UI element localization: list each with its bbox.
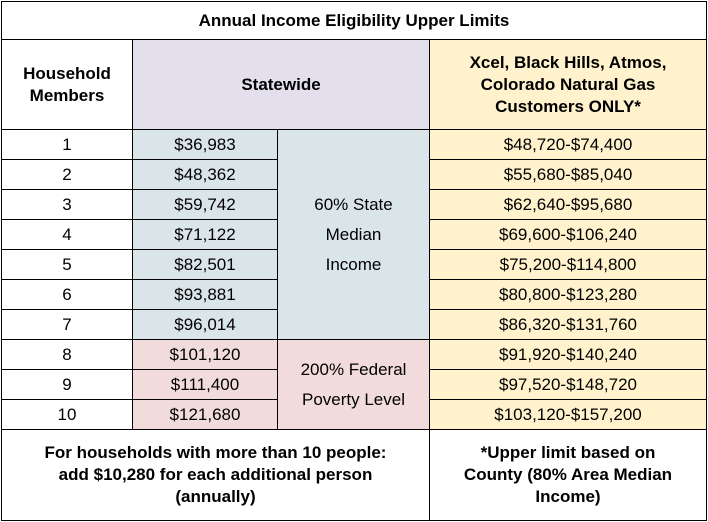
- members-cell: 7: [1, 309, 133, 340]
- statewide-limit-cell: $59,742: [132, 189, 278, 220]
- members-cell: 2: [1, 159, 133, 190]
- members-cell: 5: [1, 249, 133, 280]
- federal-poverty-line2: Poverty Level: [302, 389, 405, 409]
- footnote-left-line3: (annually): [175, 487, 256, 506]
- members-cell: 8: [1, 339, 133, 370]
- utility-header-line2: Colorado Natural Gas: [480, 74, 656, 94]
- footnote-right-line3: Income): [535, 487, 601, 506]
- table-row: 5 $82,501 $75,200-$114,800: [1, 249, 707, 280]
- utility-range-cell: $69,600-$106,240: [429, 219, 707, 250]
- members-cell: 3: [1, 189, 133, 220]
- members-cell: 9: [1, 369, 133, 400]
- footnote-left-line1: For households with more than 10 people:: [44, 443, 387, 462]
- utility-range-cell: $48,720-$74,400: [429, 129, 707, 160]
- members-cell: 1: [1, 129, 133, 160]
- statewide-limit-cell: $48,362: [132, 159, 278, 190]
- members-cell: 4: [1, 219, 133, 250]
- table-title: Annual Income Eligibility Upper Limits: [1, 1, 707, 40]
- statewide-limit-cell: $121,680: [132, 399, 278, 430]
- table-row: 7 $96,014 $86,320-$131,760: [1, 309, 707, 340]
- state-median-line1: 60% State: [314, 194, 393, 214]
- utility-range-cell: $86,320-$131,760: [429, 309, 707, 340]
- table-row: 4 $71,122 $69,600-$106,240: [1, 219, 707, 250]
- statewide-limit-cell: $71,122: [132, 219, 278, 250]
- utility-customers-header: Xcel, Black Hills, Atmos, Colorado Natur…: [429, 39, 707, 130]
- table-row: 6 $93,881 $80,800-$123,280: [1, 279, 707, 310]
- footnote-left-line2: add $10,280 for each additional person: [58, 465, 373, 484]
- state-median-income-label: 60% State Median Income: [277, 129, 430, 340]
- utility-range-cell: $62,640-$95,680: [429, 189, 707, 220]
- members-cell: 10: [1, 399, 133, 430]
- members-cell: 6: [1, 279, 133, 310]
- household-header-line2: Members: [29, 85, 105, 105]
- household-header-line1: Household: [23, 63, 111, 83]
- utility-range-cell: $80,800-$123,280: [429, 279, 707, 310]
- federal-poverty-level-label: 200% Federal Poverty Level: [277, 339, 430, 430]
- utility-header-line3: Customers ONLY*: [495, 96, 641, 116]
- state-median-line3: Income: [325, 254, 382, 274]
- upper-limit-note: *Upper limit based on County (80% Area M…: [429, 429, 707, 521]
- statewide-limit-cell: $96,014: [132, 309, 278, 340]
- additional-person-note: For households with more than 10 people:…: [1, 429, 430, 521]
- utility-range-cell: $91,920-$140,240: [429, 339, 707, 370]
- footnote-right-line1: *Upper limit based on: [480, 443, 656, 462]
- state-median-line2: Median: [325, 224, 382, 244]
- table-row: 8 $101,120 200% Federal Poverty Level $9…: [1, 339, 707, 430]
- utility-range-cell: $55,680-$85,040: [429, 159, 707, 190]
- utility-range-cell: $75,200-$114,800: [429, 249, 707, 280]
- utility-range-cell: $103,120-$157,200: [429, 399, 707, 430]
- footnote-right-line2: County (80% Area Median: [463, 465, 673, 484]
- utility-range-cell: $97,520-$148,720: [429, 369, 707, 400]
- table-row: 9 $111,400 $97,520-$148,720: [1, 369, 707, 400]
- statewide-limit-cell: $82,501: [132, 249, 278, 280]
- household-members-header: Household Members: [1, 39, 133, 130]
- table-row: 3 $59,742 $62,640-$95,680: [1, 189, 707, 220]
- statewide-limit-cell: $93,881: [132, 279, 278, 310]
- federal-poverty-line1: 200% Federal: [300, 359, 407, 379]
- statewide-limit-cell: $111,400: [132, 369, 278, 400]
- statewide-limit-cell: $36,983: [132, 129, 278, 160]
- table-row: 1 $36,983 60% State Median Income $48,72…: [1, 129, 707, 340]
- statewide-limit-cell: $101,120: [132, 339, 278, 370]
- utility-header-line1: Xcel, Black Hills, Atmos,: [469, 52, 667, 72]
- statewide-header: Statewide: [132, 39, 430, 130]
